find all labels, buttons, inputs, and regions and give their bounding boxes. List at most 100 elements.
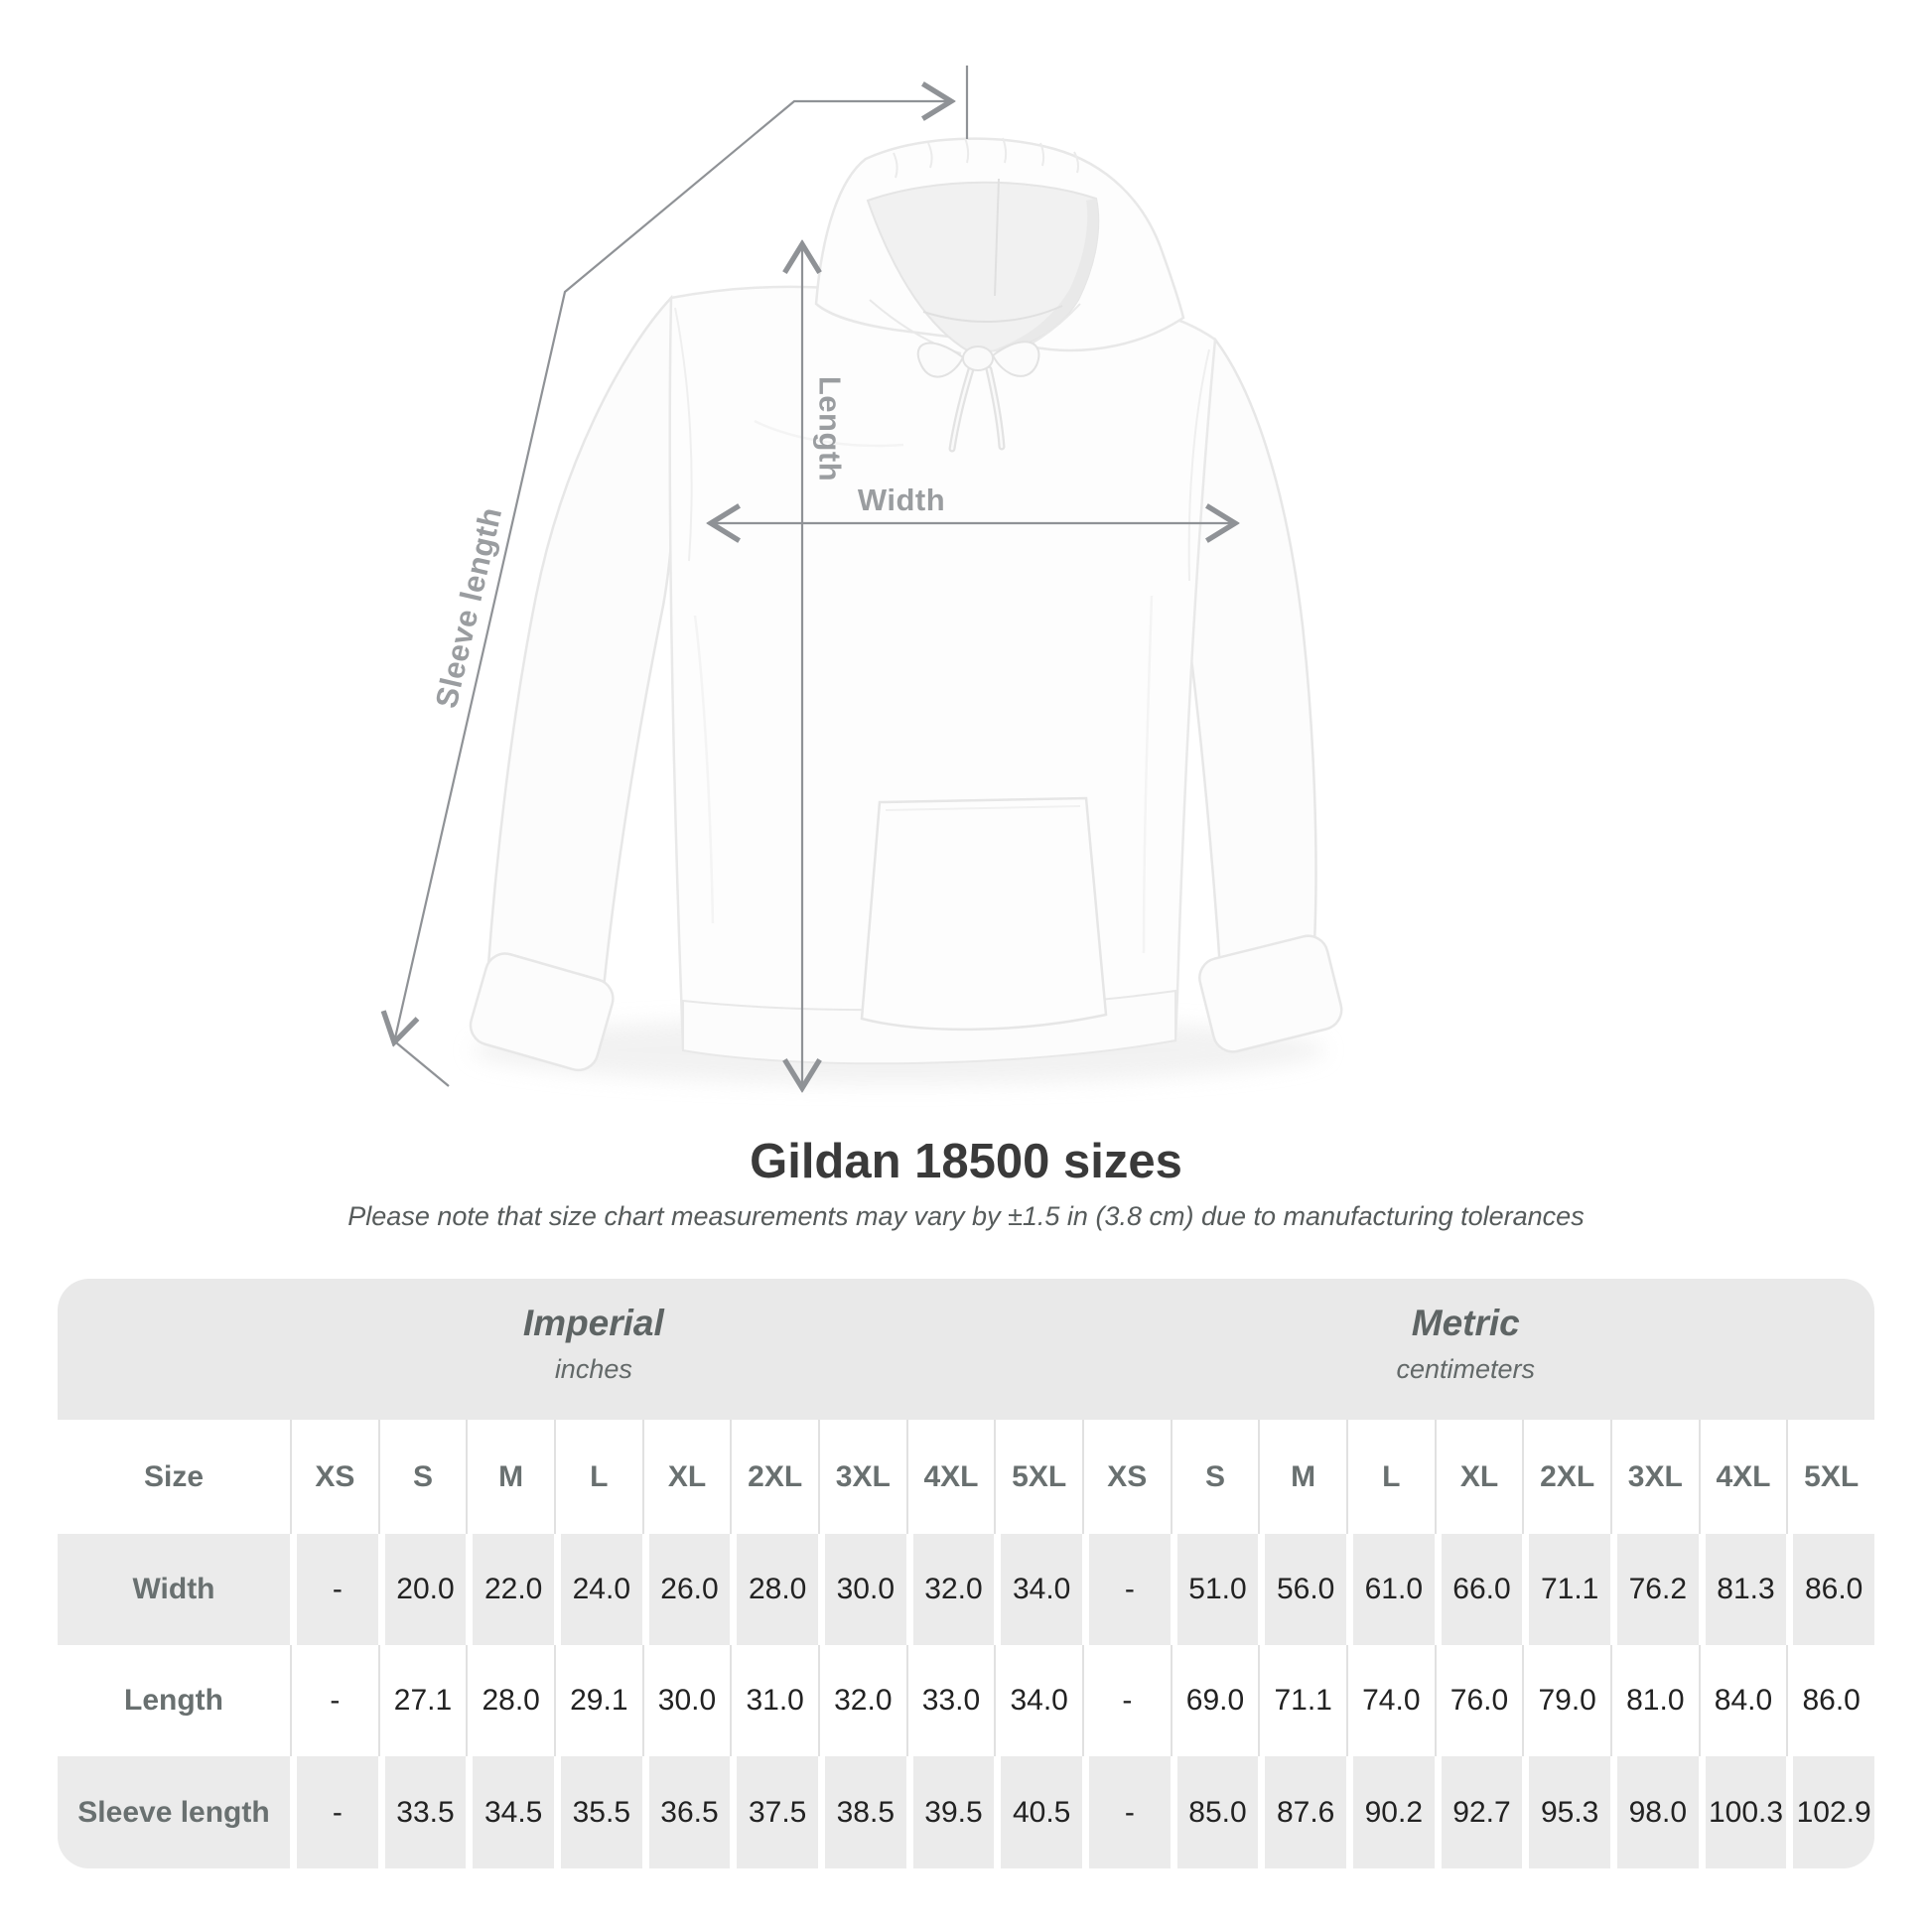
tolerance-note: Please note that size chart measurements… <box>347 1201 1585 1231</box>
metric-unit-label: centimeters <box>1396 1354 1536 1384</box>
value-cell-imperial: 27.1 <box>377 1645 467 1756</box>
value-cell-imperial: 28.0 <box>466 1645 554 1756</box>
row-label: Sleeve length <box>58 1756 290 1868</box>
size-col-header-imperial: 5XL <box>994 1420 1082 1534</box>
value-cell-metric: - <box>1081 1534 1171 1645</box>
value-cell-imperial: 30.0 <box>641 1645 731 1756</box>
value-cell-metric: 69.0 <box>1170 1645 1259 1756</box>
value-cell-metric: 92.7 <box>1434 1756 1523 1868</box>
length-row: Length -27.1 28.0 29.1 30.0 31.0 32.0 33.0 34.0-… <box>58 1645 1874 1756</box>
value-cell-imperial: 37.5 <box>730 1756 818 1868</box>
hoodie-right-cuff <box>1198 934 1343 1053</box>
value-cell-imperial: - <box>290 1756 378 1868</box>
value-cell-imperial: 31.0 <box>730 1645 818 1756</box>
value-cell-metric: 95.3 <box>1522 1756 1610 1868</box>
metric-label: Metric <box>1411 1303 1520 1343</box>
size-col-header-imperial: XL <box>641 1420 731 1534</box>
sleeve-length-label: Sleeve length <box>429 504 509 712</box>
sleeve-length-row: Sleeve length -33.5 34.5 35.5 36.5 37.5 38.5 39… <box>58 1756 1874 1868</box>
hoodie-illustration <box>469 137 1343 1072</box>
size-col-header-metric: 2XL <box>1522 1420 1610 1534</box>
sleeve-length-arrow <box>394 101 951 1042</box>
value-cell-metric: 74.0 <box>1345 1645 1435 1756</box>
imperial-label: Imperial <box>522 1303 664 1343</box>
value-cell-imperial: 30.0 <box>817 1534 906 1645</box>
value-cell-imperial: 35.5 <box>553 1756 642 1868</box>
value-cell-imperial: 28.0 <box>730 1534 818 1645</box>
value-cell-imperial: 38.5 <box>817 1756 906 1868</box>
size-column-header: Size <box>143 1459 205 1493</box>
value-cell-metric: 76.2 <box>1609 1534 1699 1645</box>
value-cell-imperial: 33.0 <box>905 1645 995 1756</box>
value-cell-imperial: 24.0 <box>553 1534 642 1645</box>
value-cell-imperial: - <box>290 1645 378 1756</box>
value-cell-imperial: 34.5 <box>466 1756 554 1868</box>
value-cell-imperial: 32.0 <box>817 1645 906 1756</box>
hoodie-left-sleeve <box>483 294 677 1042</box>
value-cell-metric: 100.3 <box>1698 1756 1787 1868</box>
value-cell-metric: 85.0 <box>1170 1756 1259 1868</box>
value-cell-metric: 56.0 <box>1258 1534 1346 1645</box>
size-col-header-imperial: 4XL <box>905 1420 995 1534</box>
value-cell-metric: 86.0 <box>1786 1645 1874 1756</box>
value-cell-metric: 81.0 <box>1609 1645 1699 1756</box>
value-cell-metric: 71.1 <box>1258 1645 1346 1756</box>
size-col-header-metric: 5XL <box>1786 1420 1874 1534</box>
hoodie-measurement-diagram: Width Length Sleeve length <box>0 66 1343 1127</box>
value-cell-metric: 102.9 <box>1786 1756 1874 1868</box>
value-cell-metric: 87.6 <box>1258 1756 1346 1868</box>
value-cell-metric: 79.0 <box>1522 1645 1610 1756</box>
size-col-header-imperial: XS <box>290 1420 378 1534</box>
cuff-tick <box>390 1037 450 1087</box>
value-cell-metric: 51.0 <box>1170 1534 1259 1645</box>
value-cell-metric: - <box>1081 1756 1171 1868</box>
size-col-header-metric: S <box>1170 1420 1259 1534</box>
size-chart-table: Imperial inches Metric centimeters Size X… <box>58 1279 1874 1868</box>
size-col-header-imperial: 3XL <box>817 1420 906 1534</box>
size-col-header-imperial: M <box>466 1420 554 1534</box>
unit-header-band: Imperial inches Metric centimeters <box>58 1279 1874 1420</box>
hoodie-kangaroo-pocket <box>860 796 1108 1032</box>
size-col-header-metric: L <box>1345 1420 1435 1534</box>
value-cell-metric: 98.0 <box>1609 1756 1699 1868</box>
value-cell-metric: 76.0 <box>1434 1645 1523 1756</box>
size-col-header-imperial: S <box>377 1420 467 1534</box>
size-col-header-imperial: 2XL <box>730 1420 818 1534</box>
value-cell-metric: 71.1 <box>1522 1534 1610 1645</box>
value-cell-imperial: 29.1 <box>553 1645 642 1756</box>
value-cell-imperial: - <box>290 1534 378 1645</box>
value-cell-metric: 61.0 <box>1345 1534 1435 1645</box>
value-cell-imperial: 34.0 <box>994 1645 1082 1756</box>
page-title: Gildan 18500 sizes <box>750 1135 1182 1188</box>
value-cell-imperial: 34.0 <box>994 1534 1082 1645</box>
value-cell-imperial: 40.5 <box>994 1756 1082 1868</box>
size-col-header-metric: 4XL <box>1698 1420 1787 1534</box>
imperial-header-group: Imperial inches <box>523 1303 664 1385</box>
value-cell-metric: 66.0 <box>1434 1534 1523 1645</box>
value-cell-imperial: 22.0 <box>466 1534 554 1645</box>
size-col-header-imperial: L <box>553 1420 642 1534</box>
value-cell-imperial: 36.5 <box>641 1756 731 1868</box>
size-col-header-metric: 3XL <box>1609 1420 1699 1534</box>
size-col-header-metric: XS <box>1081 1420 1171 1534</box>
value-cell-metric: - <box>1081 1645 1171 1756</box>
value-cell-imperial: 39.5 <box>905 1756 995 1868</box>
width-row: Width -20.0 22.0 24.0 26.0 28.0 30.0 32.0 34.0-5… <box>58 1534 1874 1645</box>
value-cell-metric: 84.0 <box>1698 1645 1787 1756</box>
value-cell-metric: 90.2 <box>1345 1756 1435 1868</box>
imperial-unit-label: inches <box>554 1354 632 1384</box>
length-label: Length <box>813 376 848 482</box>
metric-header-group: Metric centimeters <box>1396 1303 1535 1385</box>
value-cell-metric: 86.0 <box>1786 1534 1874 1645</box>
value-cell-imperial: 33.5 <box>377 1756 467 1868</box>
value-cell-imperial: 20.0 <box>377 1534 467 1645</box>
hoodie-hood-interior-shade <box>985 199 1099 352</box>
value-cell-imperial: 26.0 <box>641 1534 731 1645</box>
row-label: Length <box>124 1684 223 1717</box>
size-col-header-metric: M <box>1258 1420 1346 1534</box>
width-label: Width <box>858 483 945 517</box>
size-header-row: Size XS S M L XL 2XL 3XL 4XL 5XL XS S M L XL 2XL 3XL 4XL 5… <box>58 1420 1874 1534</box>
row-label: Width <box>58 1534 290 1645</box>
value-cell-imperial: 32.0 <box>905 1534 995 1645</box>
size-col-header-metric: XL <box>1434 1420 1523 1534</box>
